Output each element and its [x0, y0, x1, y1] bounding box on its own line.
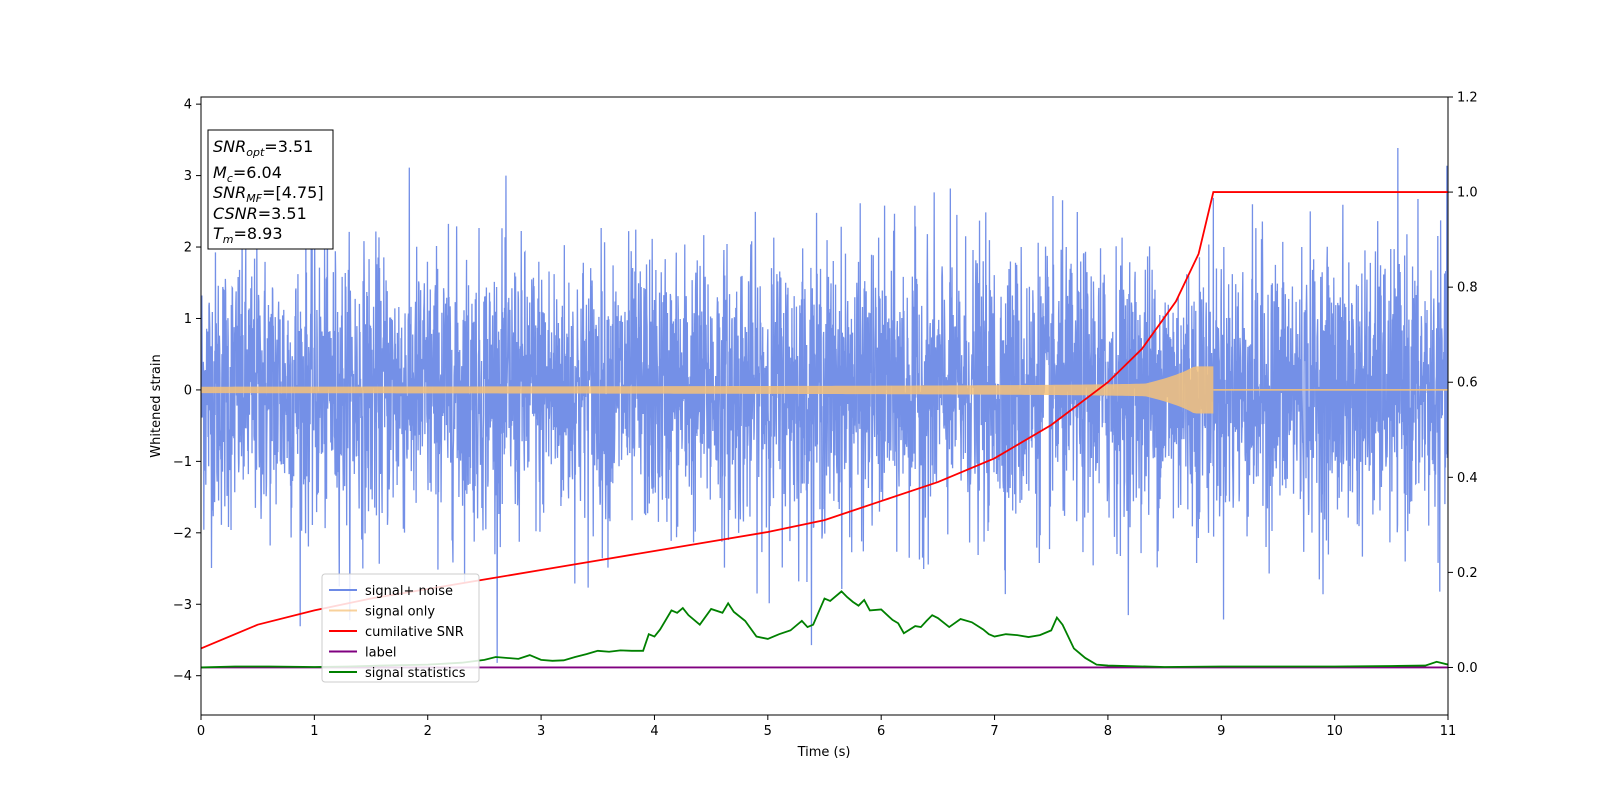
tm-symbol: T	[213, 224, 224, 243]
annotation-box: SNRopt=3.51 Mc=6.04 SNRMF=[4.75] CSNR=3.…	[207, 129, 334, 250]
y-left-tick-label: 0	[184, 383, 192, 398]
y-left-tick-label: 4	[184, 98, 192, 113]
y-right-tick-label: 0.2	[1457, 566, 1478, 581]
x-tick-label: 8	[1104, 724, 1112, 739]
plot-frame	[200, 96, 1449, 716]
mc-value: =6.04	[233, 163, 282, 182]
snr-opt-value: =3.51	[264, 137, 313, 156]
csnr-value: =3.51	[258, 204, 307, 223]
y-right-tick-label: 1.0	[1457, 186, 1478, 201]
series-signal-only	[201, 366, 1214, 414]
annotation-frame	[207, 129, 334, 250]
y-axis-label: Whitened strain	[149, 354, 164, 457]
x-tick-label: 10	[1326, 724, 1343, 739]
y-left-tick-label: −4	[173, 669, 192, 684]
series-signal-statistics	[201, 590, 1448, 669]
x-tick-label: 11	[1440, 724, 1457, 739]
legend: signal+ noise signal only cumilative SNR la…	[321, 573, 480, 683]
snr-mf-value: =[4.75]	[262, 183, 324, 202]
y-axis-right: 0.0 0.2 0.4 0.6 0.8 1.0 1.2	[1448, 91, 1478, 676]
annotation-csnr: CSNR=3.51	[213, 204, 307, 223]
mc-subscript: c	[227, 172, 233, 185]
legend-label: signal statistics	[365, 666, 466, 681]
x-tick-label: 1	[310, 724, 318, 739]
annotation-snr-mf: SNRMF=[4.75]	[213, 183, 324, 205]
y-left-tick-label: −3	[173, 598, 192, 613]
x-tick-label: 7	[990, 724, 998, 739]
snr-opt-subscript: opt	[246, 146, 265, 159]
x-axis-label: Time (s)	[797, 745, 851, 760]
y-left-tick-label: 3	[184, 169, 192, 184]
annotation-tm: Tm=8.93	[213, 224, 283, 246]
x-tick-label: 5	[764, 724, 772, 739]
annotation-mc: Mc=6.04	[213, 163, 282, 185]
snr-mf-subscript: MF	[246, 192, 262, 205]
y-axis-left: −4 −3 −2 −1 0 1 2 3 4	[173, 98, 201, 684]
tm-subscript: m	[223, 233, 234, 246]
y-right-tick-label: 0.8	[1457, 281, 1478, 296]
y-left-tick-label: 1	[184, 312, 192, 327]
legend-label: signal+ noise	[365, 584, 453, 599]
snr-mf-symbol: SNR	[213, 183, 246, 202]
csnr-symbol: CSNR	[213, 204, 258, 223]
x-tick-label: 9	[1217, 724, 1225, 739]
tm-value: =8.93	[234, 224, 283, 243]
x-tick-label: 4	[650, 724, 658, 739]
annotation-snr-opt: SNRopt=3.51	[213, 137, 313, 159]
y-right-tick-label: 0.0	[1457, 661, 1478, 676]
legend-label: cumilative SNR	[365, 625, 464, 640]
x-tick-label: 2	[424, 724, 432, 739]
x-axis: 0 1 2 3 4 5 6 7 8 9 10 11	[197, 715, 1456, 739]
x-tick-label: 0	[197, 724, 205, 739]
legend-frame	[321, 573, 480, 683]
x-tick-label: 3	[537, 724, 545, 739]
snr-opt-symbol: SNR	[213, 137, 246, 156]
mc-symbol: M	[213, 163, 227, 182]
y-right-tick-label: 1.2	[1457, 91, 1478, 106]
y-right-tick-label: 0.4	[1457, 471, 1478, 486]
y-left-tick-label: −2	[173, 526, 192, 541]
y-left-tick-label: −1	[173, 455, 192, 470]
y-left-tick-label: 2	[184, 241, 192, 256]
y-right-tick-label: 0.6	[1457, 376, 1478, 391]
x-tick-label: 6	[877, 724, 885, 739]
legend-label: label	[365, 646, 396, 661]
legend-label: signal only	[365, 605, 435, 620]
